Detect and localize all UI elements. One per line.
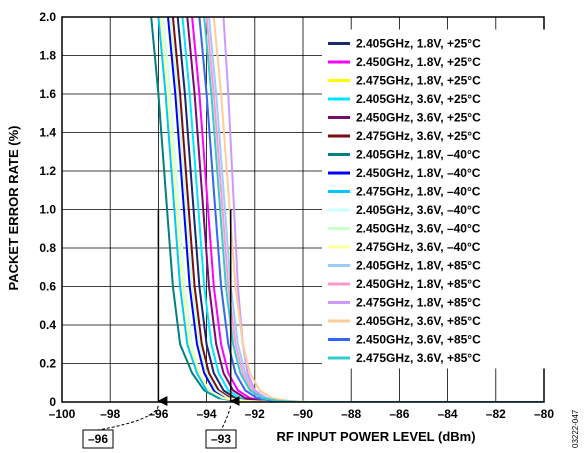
- legend-label-3: 2.475GHz, 1.8V, +25°C: [356, 74, 481, 88]
- y-tick-label: 0: [49, 395, 56, 409]
- series-line-8: [167, 17, 544, 402]
- y-tick-label: 0.8: [39, 241, 56, 255]
- legend-label-8: 2.450GHz, 1.8V, –40°C: [356, 166, 481, 180]
- series-line-14: [205, 17, 544, 402]
- series-line-12: [159, 17, 544, 402]
- x-axis-ticks: –100 –98 –96 –94 –92 –90 –88 –86 –84 –82 –80: [49, 407, 555, 421]
- x-tick-label: –84: [438, 407, 458, 421]
- legend: 2.405GHz, 1.8V, +25°C 2.450GHz, 1.8V, +25…: [322, 29, 546, 369]
- legend-label-16: 2.405GHz, 3.6V, +85°C: [356, 314, 481, 328]
- y-tick-label: 1.6: [39, 87, 56, 101]
- legend-label-10: 2.405GHz, 3.6V, –40°C: [356, 203, 481, 217]
- callout-label-1: –96: [88, 432, 108, 446]
- y-tick-label: 1.4: [39, 126, 56, 140]
- y-tick-label: 1.8: [39, 49, 56, 63]
- x-tick-label: –94: [197, 407, 217, 421]
- x-tick-label: –98: [100, 407, 120, 421]
- legend-label-12: 2.475GHz, 3.6V, –40°C: [356, 240, 481, 254]
- callout-box-2: [205, 429, 237, 449]
- legend-label-15: 2.475GHz, 1.8V, +85°C: [356, 296, 481, 310]
- callout-box-1: [82, 429, 114, 449]
- callout-leader-2: [220, 405, 232, 431]
- series-line-2: [191, 17, 544, 402]
- series-line-16: [212, 17, 544, 402]
- y-tick-label: 0.4: [39, 318, 56, 332]
- x-tick-label: –88: [341, 407, 361, 421]
- legend-label-6: 2.475GHz, 3.6V, +25°C: [356, 129, 481, 143]
- series-lines: [150, 17, 544, 402]
- callout-label-2: –93: [211, 432, 231, 446]
- legend-label-18: 2.475GHz, 3.6V, +85°C: [356, 351, 481, 365]
- series-line-13: [208, 17, 544, 402]
- series-line-9: [157, 17, 544, 402]
- x-tick-label: –90: [293, 407, 313, 421]
- y-tick-label: 0.2: [39, 357, 56, 371]
- series-line-5: [186, 17, 544, 402]
- legend-label-17: 2.450GHz, 3.6V, +85°C: [356, 333, 481, 347]
- x-tick-label: –86: [389, 407, 409, 421]
- series-line-6: [171, 17, 544, 402]
- callout-leader-1: [97, 405, 159, 431]
- x-tick-label: –96: [148, 407, 168, 421]
- legend-label-4: 2.405GHz, 3.6V, +25°C: [356, 92, 481, 106]
- x-tick-label: –82: [486, 407, 506, 421]
- callouts: –96 –93: [82, 209, 240, 449]
- series-line-18: [203, 17, 544, 402]
- y-tick-label: 2.0: [39, 10, 56, 24]
- series-line-17: [198, 17, 544, 402]
- y-tick-label: 1.0: [39, 203, 56, 217]
- x-tick-label: –80: [534, 407, 554, 421]
- legend-label-2: 2.450GHz, 1.8V, +25°C: [356, 55, 481, 69]
- legend-label-13: 2.405GHz, 1.8V, +85°C: [356, 259, 481, 273]
- legend-label-7: 2.405GHz, 1.8V, –40°C: [356, 148, 481, 162]
- series-line-7: [150, 17, 544, 402]
- legend-label-14: 2.450GHz, 1.8V, +85°C: [356, 277, 481, 291]
- series-line-1: [176, 17, 544, 402]
- x-axis-title: RF INPUT POWER LEVEL (dBm): [276, 429, 475, 444]
- x-tick-label: –92: [245, 407, 265, 421]
- legend-label-11: 2.450GHz, 3.6V, –40°C: [356, 222, 481, 236]
- y-tick-label: 0.6: [39, 280, 56, 294]
- series-line-15: [222, 17, 544, 402]
- legend-background: [322, 29, 546, 369]
- x-tick-label: –100: [49, 407, 76, 421]
- y-tick-label: 1.2: [39, 164, 56, 178]
- legend-label-1: 2.405GHz, 1.8V, +25°C: [356, 37, 481, 51]
- figure-code: 03222-047: [571, 409, 580, 448]
- y-axis-title: PACKET ERROR RATE (%): [6, 126, 21, 291]
- y-axis-ticks: 0 0.2 0.4 0.6 0.8 1.0 1.2 1.4 1.6 1.8 2.0: [39, 10, 56, 409]
- series-line-11: [169, 17, 544, 402]
- legend-label-5: 2.450GHz, 3.6V, +25°C: [356, 111, 481, 125]
- legend-label-9: 2.475GHz, 1.8V, –40°C: [356, 185, 481, 199]
- series-line-4: [181, 17, 544, 402]
